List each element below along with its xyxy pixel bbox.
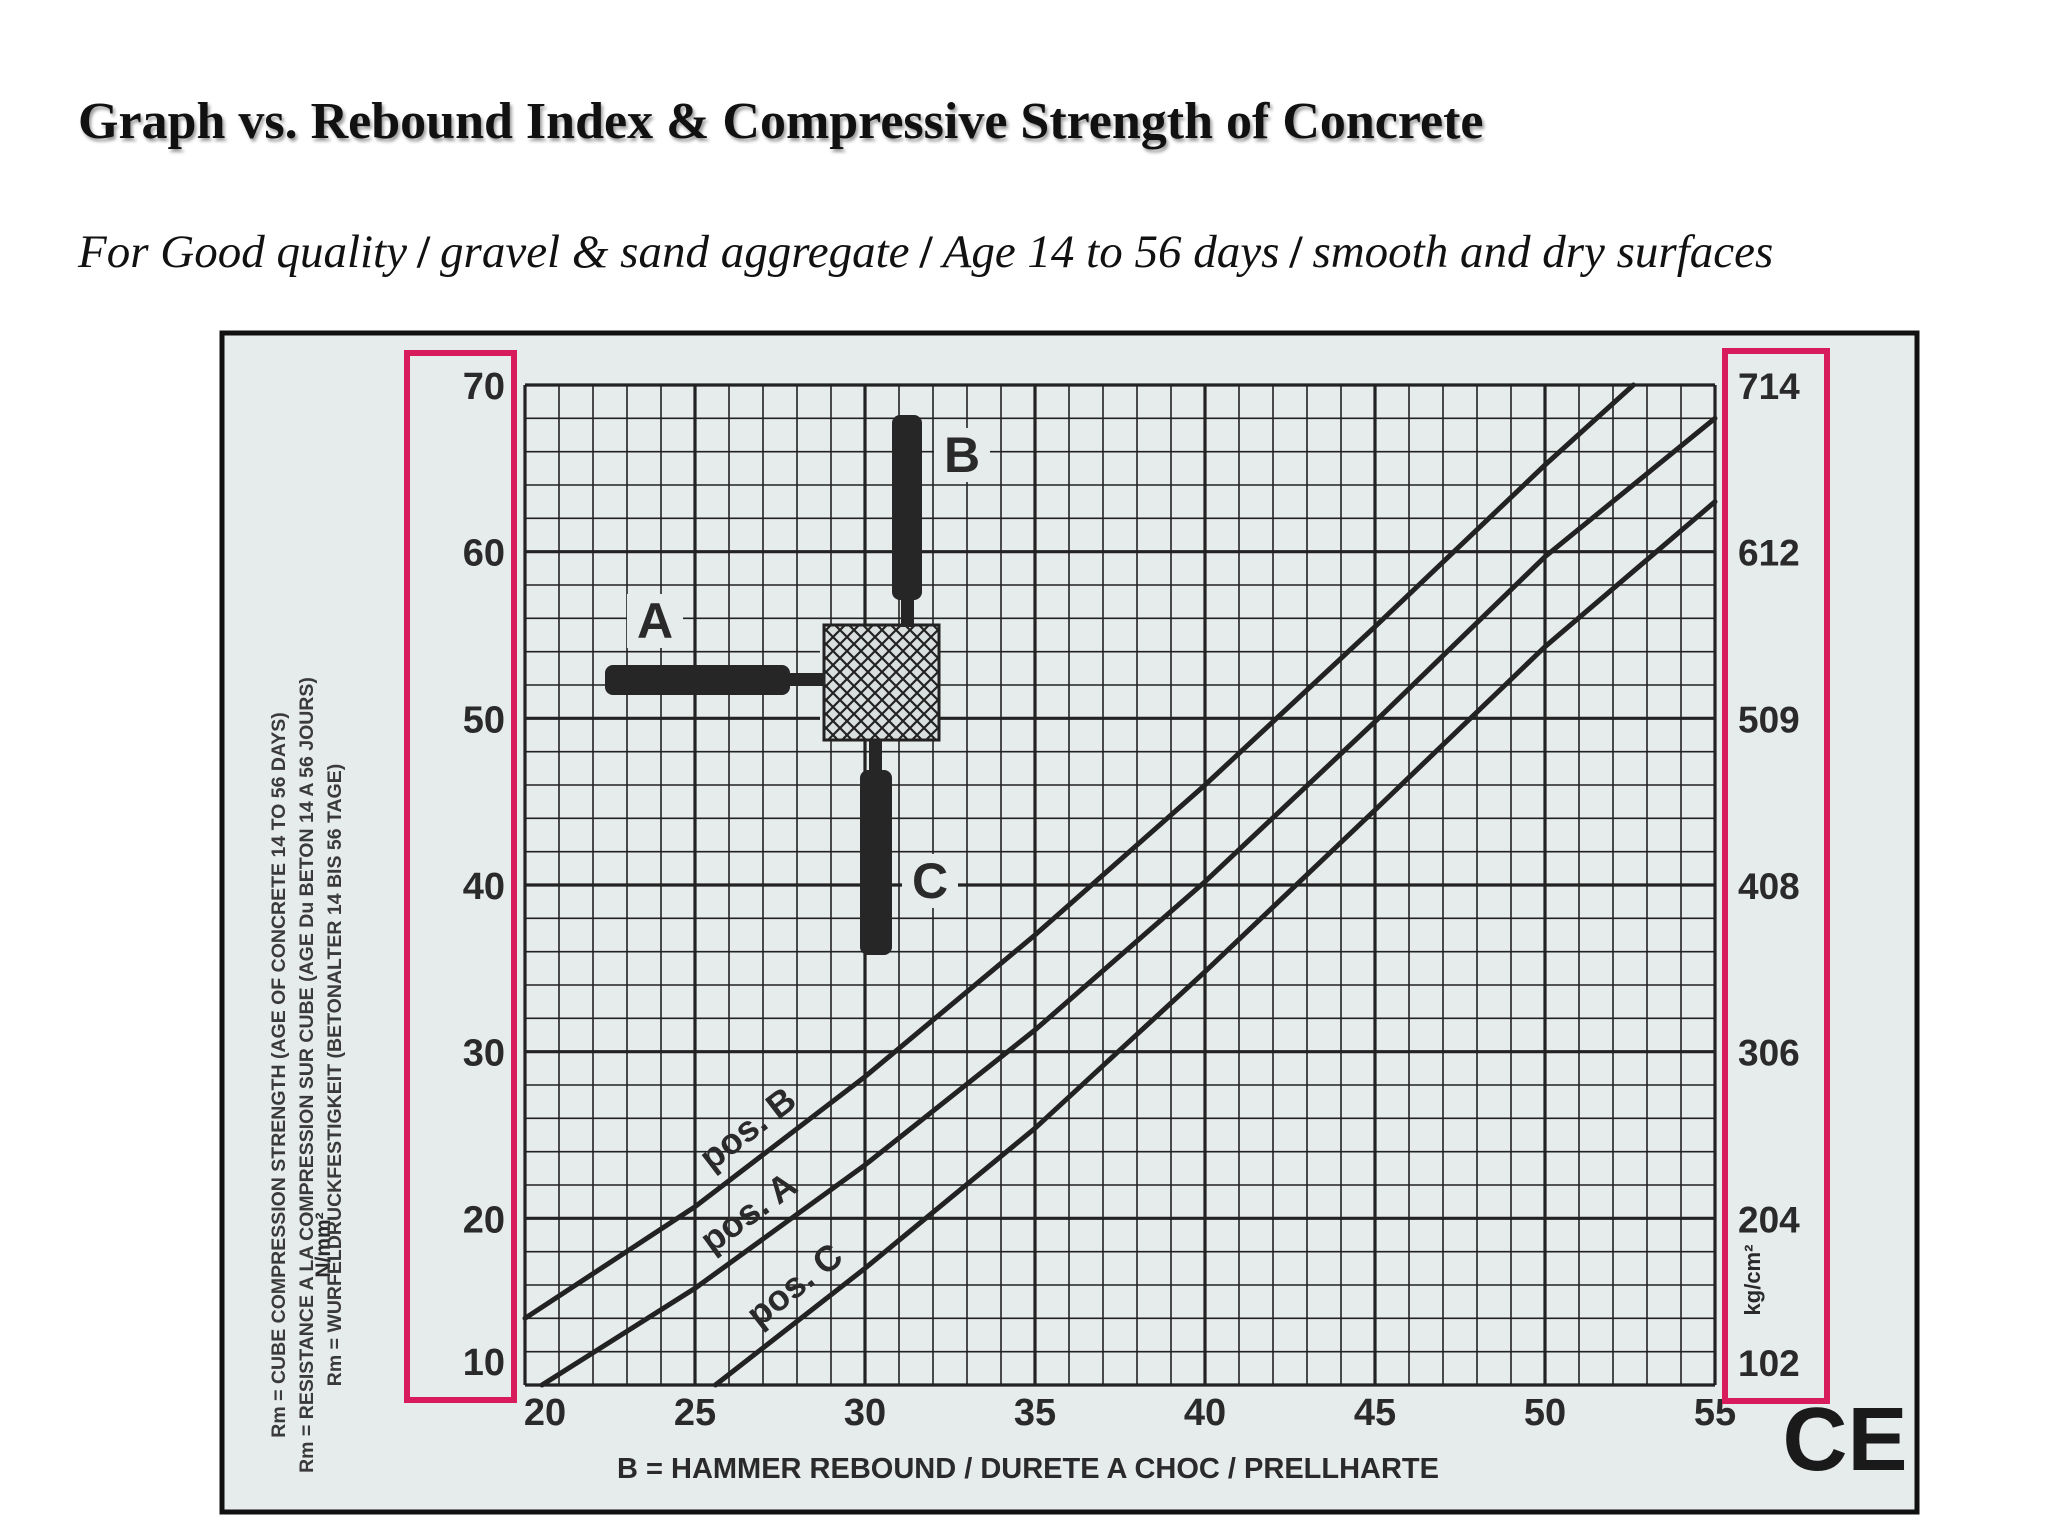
x-tick-label: 25 bbox=[674, 1392, 716, 1434]
rebound-hammer-positions-diagram: A B C bbox=[605, 415, 990, 955]
subtitle-separator: / bbox=[416, 226, 431, 278]
y-tick-label-right: 204 bbox=[1738, 1199, 1800, 1240]
x-tick-label: 30 bbox=[844, 1392, 886, 1434]
series-lines bbox=[522, 382, 1718, 1388]
diagram-label: A bbox=[637, 593, 673, 649]
series-line bbox=[539, 415, 1718, 1388]
series-line bbox=[522, 382, 1636, 1321]
y-unit-right: kg/cm² bbox=[1740, 1245, 1765, 1316]
subtitle-separator: / bbox=[919, 226, 933, 278]
subtitle-separator: / bbox=[1289, 226, 1303, 278]
diagram-label-backdrop bbox=[934, 428, 990, 482]
series-line bbox=[712, 499, 1718, 1388]
test-specimen bbox=[822, 623, 941, 742]
diagram-label: C bbox=[912, 853, 948, 909]
y-tick-label-left: 10 bbox=[463, 1342, 505, 1384]
y-axis-label-line: Rm = CUBE COMPRESSION STRENGTH (AGE OF C… bbox=[268, 712, 290, 1437]
subtitle-part: gravel & sand aggregate bbox=[440, 226, 910, 278]
y-tick-label-right: 509 bbox=[1738, 699, 1800, 740]
y-axis-label: Rm = CUBE COMPRESSION STRENGTH (AGE OF C… bbox=[268, 677, 346, 1473]
subtitle-part: smooth and dry surfaces bbox=[1312, 226, 1774, 278]
y-tick-label-right: 102 bbox=[1738, 1343, 1800, 1384]
page-title: Graph vs. Rebound Index & Compressive St… bbox=[78, 93, 1484, 150]
y-tick-label-right: 306 bbox=[1738, 1033, 1800, 1074]
x-tick-label: 45 bbox=[1354, 1392, 1396, 1434]
y-tick-label-left: 70 bbox=[463, 366, 505, 408]
x-tick-label: 40 bbox=[1184, 1392, 1226, 1434]
x-tick-label: 20 bbox=[524, 1392, 566, 1434]
x-tick-labels: 20 25 30 35 40 45 50 55 bbox=[524, 1392, 1736, 1434]
y-tick-label-right: 714 bbox=[1738, 366, 1800, 407]
x-tick-label: 50 bbox=[1524, 1392, 1566, 1434]
diagram-label: B bbox=[944, 427, 980, 483]
y-unit-left: N/mm² bbox=[312, 1212, 335, 1277]
subtitle-part: Age 14 to 56 days bbox=[942, 226, 1280, 278]
diagram-label-backdrop bbox=[627, 594, 683, 648]
y-tick-label-left: 30 bbox=[463, 1033, 505, 1075]
y-axis-label-line: Rm = RESISTANCE A LA COMPRESSION SUR CUB… bbox=[296, 677, 318, 1473]
hammer-a-plunger bbox=[785, 673, 825, 686]
diagram-label-backdrop bbox=[902, 854, 958, 908]
ce-mark: CE bbox=[1782, 1390, 1907, 1490]
hammer-b-body bbox=[892, 415, 922, 600]
grid-major bbox=[523, 383, 1717, 1387]
hammer-a-body bbox=[605, 665, 790, 695]
y-axis-label-line: Rm = WURFELDRUCKFESTIGKEIT (BETONALTER 1… bbox=[324, 764, 346, 1386]
y-tick-label-left: 20 bbox=[463, 1199, 505, 1241]
y-tick-label-right: 408 bbox=[1738, 866, 1800, 907]
hammer-b-plunger bbox=[901, 595, 914, 627]
right-axis-highlight-box bbox=[1722, 348, 1830, 1404]
subtitle-part: For Good quality bbox=[78, 226, 407, 278]
page-subtitle: For Good quality / gravel & sand aggregate… bbox=[78, 225, 1773, 279]
hammer-c-plunger bbox=[869, 740, 882, 775]
left-axis-highlight-box bbox=[404, 350, 517, 1403]
y-tick-label-left: 40 bbox=[463, 866, 505, 908]
x-axis-label: B = HAMMER REBOUND / DURETE A CHOC / PRE… bbox=[617, 1453, 1439, 1485]
y-tick-label-right: 612 bbox=[1738, 533, 1800, 574]
y-tick-labels-left: 10 20 30 40 50 60 70 bbox=[463, 366, 505, 1384]
y-tick-label-left: 60 bbox=[463, 533, 505, 575]
hammer-c-body bbox=[860, 770, 892, 955]
y-tick-labels-right: 102 204 306 408 509 612 714 bbox=[1738, 366, 1800, 1384]
y-tick-label-left: 50 bbox=[463, 699, 505, 741]
x-tick-label: 35 bbox=[1014, 1392, 1056, 1434]
